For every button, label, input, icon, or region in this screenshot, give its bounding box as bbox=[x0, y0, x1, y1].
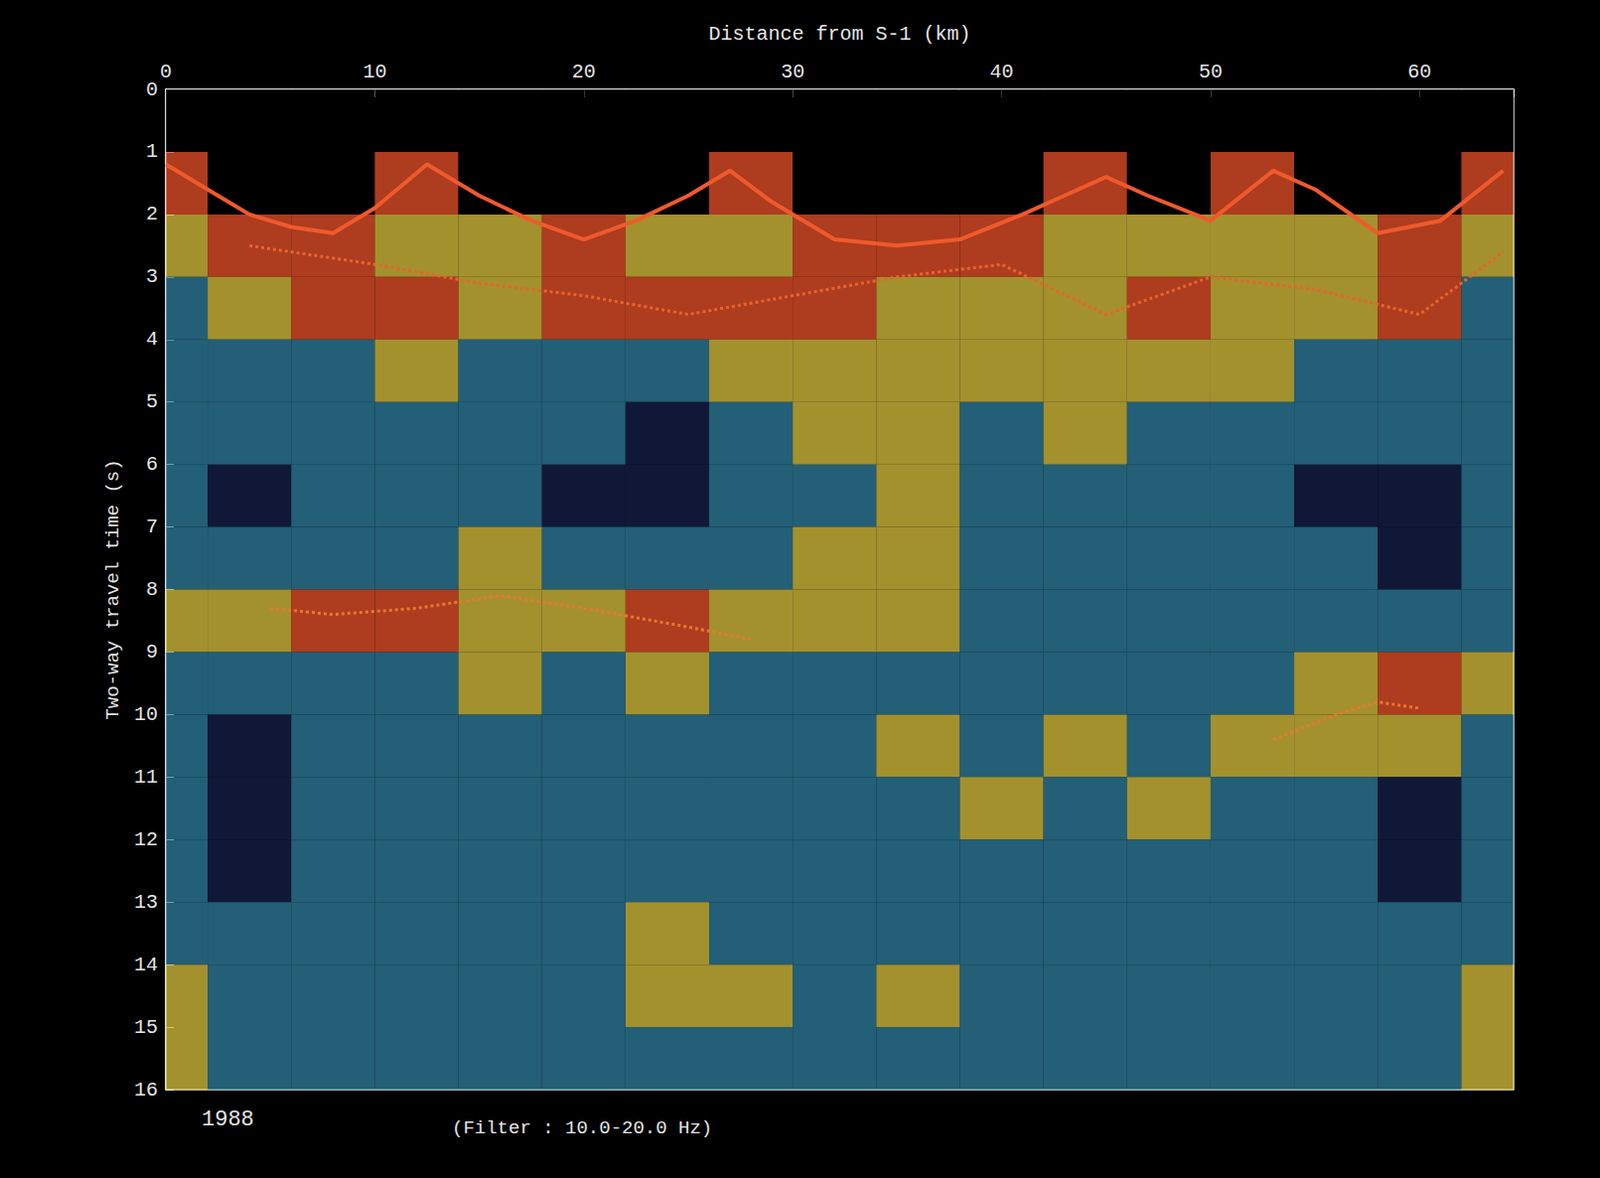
svg-text:5: 5 bbox=[145, 390, 158, 414]
svg-text:60: 60 bbox=[1407, 60, 1432, 84]
svg-text:7: 7 bbox=[145, 515, 158, 539]
svg-text:40: 40 bbox=[990, 60, 1015, 84]
svg-text:4: 4 bbox=[145, 327, 158, 351]
svg-text:12: 12 bbox=[134, 828, 158, 852]
svg-text:20: 20 bbox=[572, 60, 596, 84]
svg-text:30: 30 bbox=[780, 60, 805, 84]
svg-text:6: 6 bbox=[145, 452, 158, 476]
svg-text:11: 11 bbox=[134, 765, 158, 789]
svg-text:(Filter : 10.0-20.0 Hz): (Filter : 10.0-20.0 Hz) bbox=[451, 1117, 713, 1140]
svg-text:Two-way travel time (s): Two-way travel time (s) bbox=[102, 458, 125, 720]
svg-text:0: 0 bbox=[159, 60, 172, 84]
svg-text:9: 9 bbox=[145, 640, 158, 664]
svg-text:8: 8 bbox=[145, 578, 158, 601]
svg-text:10: 10 bbox=[362, 60, 387, 84]
svg-text:2: 2 bbox=[145, 202, 158, 226]
svg-text:0: 0 bbox=[145, 78, 158, 102]
svg-text:Distance from S-1 (km): Distance from S-1 (km) bbox=[708, 22, 971, 46]
svg-text:10: 10 bbox=[134, 703, 158, 727]
svg-text:13: 13 bbox=[134, 890, 158, 914]
svg-text:15: 15 bbox=[134, 1016, 158, 1039]
svg-text:1: 1 bbox=[145, 140, 158, 163]
svg-text:3: 3 bbox=[145, 265, 158, 289]
svg-text:50: 50 bbox=[1198, 60, 1223, 84]
svg-text:1988: 1988 bbox=[201, 1107, 255, 1133]
svg-text:14: 14 bbox=[134, 953, 158, 977]
svg-text:16: 16 bbox=[134, 1078, 158, 1102]
